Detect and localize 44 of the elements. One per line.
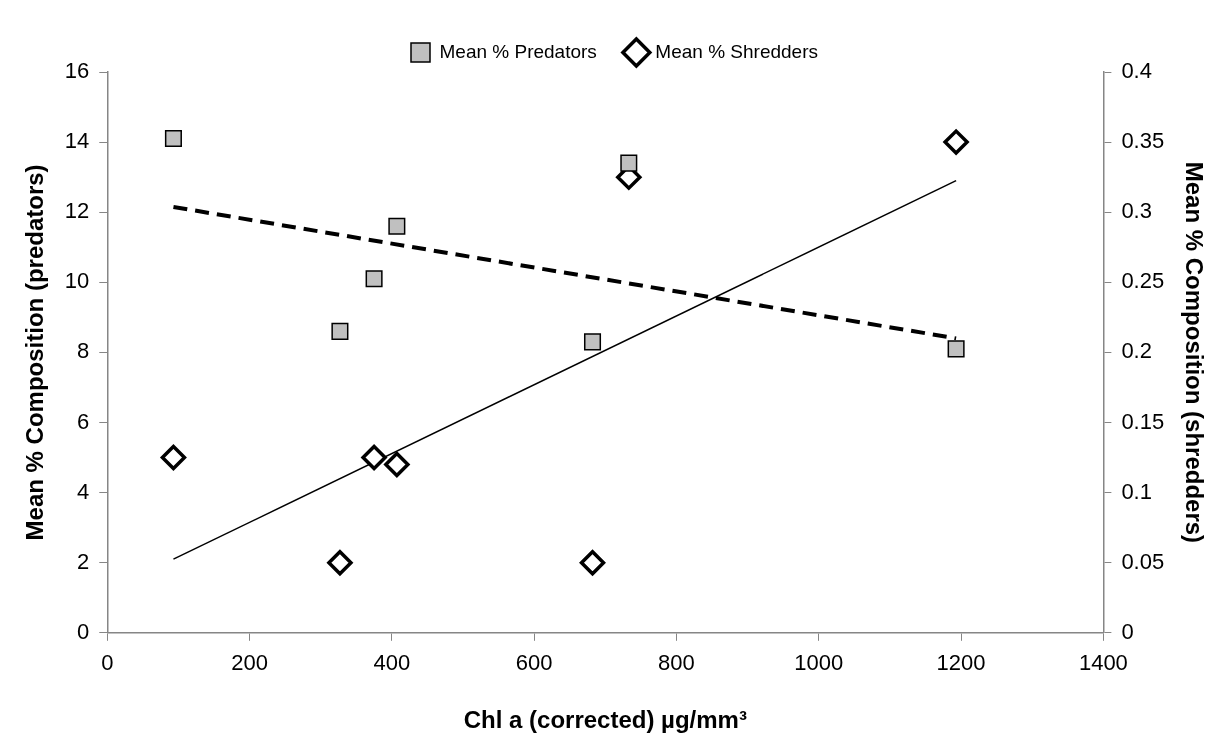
- y-tick-label: 16: [64, 58, 90, 84]
- y2-tick-label: 0.05: [1121, 548, 1165, 574]
- point: [620, 154, 638, 172]
- y-axis-title: Mean % Composition (predators): [21, 164, 49, 541]
- legend-label: Mean % Shredders: [655, 40, 819, 62]
- point: [365, 270, 383, 288]
- y2-tick-label: 0.1: [1121, 478, 1152, 504]
- y2-tick-label: 0.35: [1121, 128, 1165, 154]
- y-tick-label: 0: [77, 618, 90, 644]
- y-tick-label: 4: [77, 478, 90, 504]
- point: [583, 333, 602, 351]
- point: [331, 322, 349, 340]
- y2-tick-label: 0.4: [1121, 58, 1152, 84]
- x-tick-label: 200: [231, 650, 268, 676]
- point: [384, 451, 410, 478]
- y2-tick-label: 0: [1121, 618, 1134, 644]
- y-tick-label: 8: [77, 338, 90, 364]
- y-tick-label: 10: [64, 268, 90, 294]
- legend-label: Mean % Predators: [439, 40, 597, 62]
- x-tick-label: 400: [373, 650, 411, 676]
- x-tick-label: 1000: [794, 650, 844, 676]
- y-tick-label: 2: [77, 548, 90, 574]
- x-tick-label: 1400: [1078, 650, 1128, 676]
- y2-tick-label: 0.3: [1121, 198, 1152, 224]
- point: [947, 340, 965, 358]
- point: [327, 549, 353, 576]
- y-tick-label: 6: [77, 408, 90, 434]
- y2-axis-title: Mean % Composition (shredders): [1180, 161, 1208, 544]
- x-tick-label: 600: [515, 650, 553, 676]
- y-tick-label: 12: [64, 198, 90, 224]
- y2-tick-label: 0.2: [1121, 338, 1152, 364]
- point: [388, 217, 406, 235]
- x-tick-label: 800: [658, 650, 695, 676]
- point: [943, 129, 969, 155]
- x-axis-title: Chl a (corrected) µg/mm³: [463, 706, 747, 734]
- y2-tick-label: 0.25: [1121, 268, 1165, 294]
- point: [160, 444, 187, 471]
- y-tick-label: 14: [64, 128, 90, 154]
- y2-tick-label: 0.15: [1121, 408, 1165, 434]
- point: [361, 444, 387, 471]
- point: [579, 549, 606, 576]
- x-tick-label: 0: [101, 650, 114, 676]
- point: [164, 130, 182, 148]
- x-tick-label: 1200: [936, 650, 986, 676]
